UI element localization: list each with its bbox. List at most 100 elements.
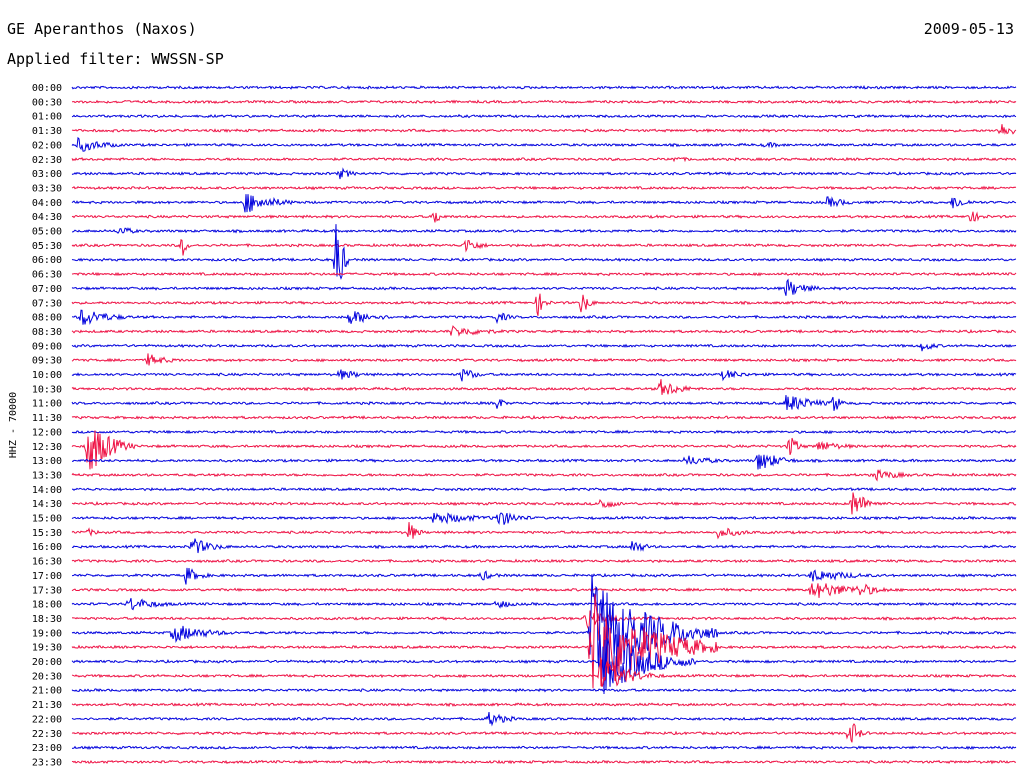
time-tick-labels: 00:00 00:30 01:00 01:30 02:00 02:30 03:00 03:30… xyxy=(32,83,62,768)
time-tick-label: 05:30 xyxy=(32,241,62,252)
trace-line xyxy=(71,353,1017,366)
time-tick-label: 14:30 xyxy=(32,499,62,510)
trace-line xyxy=(71,136,1017,152)
trace-line xyxy=(71,558,1017,564)
trace-line xyxy=(71,583,1017,598)
time-tick-label: 13:30 xyxy=(32,470,62,481)
trace-line xyxy=(71,702,1017,708)
station-title: GE Aperanthos (Naxos) xyxy=(7,20,197,38)
time-tick-label: 00:00 xyxy=(32,83,62,94)
trace-line xyxy=(71,99,1017,105)
trace-line xyxy=(71,574,1017,674)
trace-line xyxy=(71,759,1016,765)
time-tick-label: 06:30 xyxy=(32,270,62,281)
date-label: 2009-05-13 xyxy=(923,20,1014,38)
time-tick-label: 10:00 xyxy=(32,370,62,381)
time-tick-label: 11:00 xyxy=(32,399,62,410)
time-tick-label: 02:00 xyxy=(32,140,62,151)
trace-line xyxy=(71,293,1017,317)
time-tick-label: 08:00 xyxy=(32,313,62,324)
trace-line xyxy=(71,522,1017,540)
seismic-traces xyxy=(71,85,1017,765)
trace-line xyxy=(71,379,1017,395)
trace-line xyxy=(71,598,1017,611)
trace-line xyxy=(71,239,1017,256)
time-tick-label: 15:30 xyxy=(32,528,62,539)
trace-line xyxy=(71,538,1017,554)
trace-line xyxy=(71,610,1017,631)
time-tick-label: 07:00 xyxy=(32,284,62,295)
time-tick-label: 03:30 xyxy=(32,183,62,194)
trace-line xyxy=(71,657,1017,687)
time-tick-label: 05:00 xyxy=(32,227,62,238)
time-tick-label: 23:30 xyxy=(32,757,62,768)
trace-line xyxy=(71,712,1017,727)
time-tick-label: 17:00 xyxy=(32,571,62,582)
trace-line xyxy=(71,723,1017,743)
time-tick-label: 01:00 xyxy=(32,112,62,123)
time-tick-label: 20:00 xyxy=(32,657,62,668)
time-tick-label: 21:30 xyxy=(32,700,62,711)
trace-line xyxy=(71,512,1017,525)
time-tick-label: 10:30 xyxy=(32,384,62,395)
trace-line xyxy=(71,325,1017,337)
time-tick-label: 04:00 xyxy=(32,198,62,209)
trace-line xyxy=(71,342,1017,352)
trace-line xyxy=(71,468,1017,482)
y-axis-label: HHZ - 70000 xyxy=(8,392,19,458)
time-tick-label: 04:30 xyxy=(32,212,62,223)
trace-line xyxy=(71,194,1017,213)
time-tick-label: 14:00 xyxy=(32,485,62,496)
time-tick-label: 09:00 xyxy=(32,341,62,352)
time-tick-label: 16:30 xyxy=(32,557,62,568)
trace-line xyxy=(71,185,1017,191)
trace-line xyxy=(71,454,1017,470)
trace-line xyxy=(71,211,1017,223)
time-tick-label: 02:30 xyxy=(32,155,62,166)
time-tick-label: 19:00 xyxy=(32,628,62,639)
trace-line xyxy=(71,85,1017,90)
time-tick-label: 13:00 xyxy=(32,456,62,467)
trace-line xyxy=(71,309,1017,325)
time-tick-label: 11:30 xyxy=(32,413,62,424)
time-tick-label: 00:30 xyxy=(32,97,62,108)
trace-line xyxy=(71,634,1017,695)
trace-line xyxy=(71,278,1017,296)
time-tick-label: 18:00 xyxy=(32,600,62,611)
time-tick-label: 22:00 xyxy=(32,714,62,725)
trace-line xyxy=(71,224,1017,280)
time-tick-label: 12:30 xyxy=(32,442,62,453)
trace-line xyxy=(71,395,1017,411)
time-tick-label: 21:00 xyxy=(32,686,62,697)
time-tick-label: 09:30 xyxy=(32,356,62,367)
trace-line xyxy=(71,113,1017,119)
time-tick-label: 15:00 xyxy=(32,514,62,525)
trace-line xyxy=(71,486,1017,492)
filter-label: Applied filter: WWSSN-SP xyxy=(7,50,224,68)
time-tick-label: 17:30 xyxy=(32,585,62,596)
trace-line xyxy=(72,567,1017,585)
time-tick-label: 18:30 xyxy=(32,614,62,625)
trace-line xyxy=(71,368,1017,382)
time-tick-label: 03:00 xyxy=(32,169,62,180)
trace-line xyxy=(71,167,1017,180)
time-tick-label: 22:30 xyxy=(32,729,62,740)
time-tick-label: 07:30 xyxy=(32,298,62,309)
time-tick-label: 12:00 xyxy=(32,427,62,438)
trace-line xyxy=(71,492,1017,515)
trace-line xyxy=(71,414,1017,420)
time-tick-label: 23:00 xyxy=(32,743,62,754)
trace-line xyxy=(71,745,1017,750)
time-tick-label: 16:00 xyxy=(32,542,62,553)
trace-line xyxy=(71,430,1017,470)
time-tick-label: 01:30 xyxy=(32,126,62,137)
trace-line xyxy=(71,271,1017,277)
trace-line xyxy=(71,594,1017,689)
time-tick-label: 19:30 xyxy=(32,643,62,654)
trace-line xyxy=(72,227,1017,234)
time-tick-label: 06:00 xyxy=(32,255,62,266)
trace-line xyxy=(71,124,1017,135)
trace-line xyxy=(71,687,1017,693)
time-tick-label: 08:30 xyxy=(32,327,62,338)
